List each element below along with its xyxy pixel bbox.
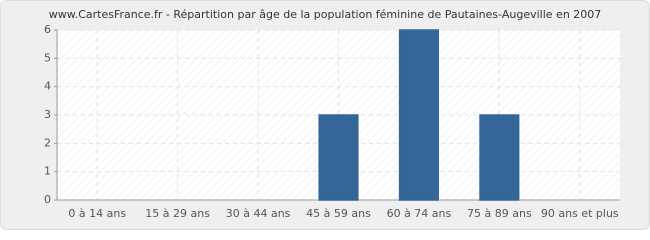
- x-tick-label: 60 à 74 ans: [387, 207, 452, 220]
- y-tick-label: 4: [44, 80, 51, 93]
- chart-title: www.CartesFrance.fr - Répartition par âg…: [49, 8, 602, 21]
- y-tick-label: 0: [44, 193, 51, 206]
- bar: [318, 114, 359, 201]
- y-tick-label: 3: [44, 108, 51, 121]
- bar: [398, 29, 439, 201]
- x-tick-label: 0 à 14 ans: [68, 207, 126, 220]
- x-tick-label: 15 à 29 ans: [145, 207, 210, 220]
- x-tick-label: 30 à 44 ans: [226, 207, 291, 220]
- x-tick-label: 75 à 89 ans: [467, 207, 532, 220]
- x-tick-label: 45 à 59 ans: [306, 207, 371, 220]
- bar: [479, 114, 520, 201]
- y-tick-label: 2: [44, 136, 51, 149]
- x-tick-label: 90 ans et plus: [541, 207, 619, 220]
- y-tick-label: 1: [44, 165, 51, 178]
- chart: www.CartesFrance.fr - Répartition par âg…: [0, 0, 650, 230]
- y-tick-label: 6: [44, 23, 51, 36]
- y-tick-label: 5: [44, 51, 51, 64]
